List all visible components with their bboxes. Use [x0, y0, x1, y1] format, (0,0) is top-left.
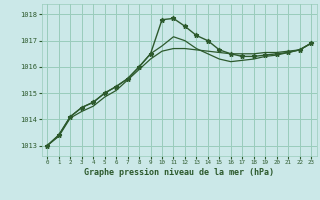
X-axis label: Graphe pression niveau de la mer (hPa): Graphe pression niveau de la mer (hPa)	[84, 168, 274, 177]
